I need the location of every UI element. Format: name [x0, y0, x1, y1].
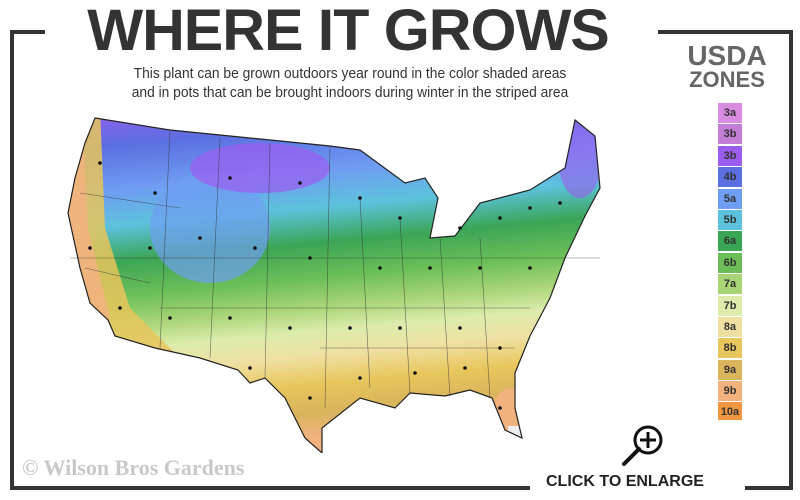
city-dot	[153, 191, 157, 195]
city-dot	[168, 316, 172, 320]
legend-title-line: ZONES	[689, 67, 765, 92]
city-dot	[98, 161, 102, 165]
city-dot	[148, 246, 152, 250]
copyright-watermark: © Wilson Bros Gardens	[22, 455, 245, 480]
city-dot	[198, 236, 202, 240]
legend-zone-8b: 8b	[718, 338, 742, 359]
city-dot	[378, 266, 382, 270]
florida-zone	[492, 388, 528, 448]
legend-zone-7a: 7a	[718, 274, 742, 295]
city-dot	[478, 266, 482, 270]
city-dot	[253, 246, 257, 250]
city-dot	[413, 371, 417, 375]
page-title: WHERE IT GROWS	[87, 0, 609, 63]
legend-zone-6b: 6b	[718, 252, 742, 273]
legend-zone-6a: 6a	[718, 231, 742, 252]
city-dot	[118, 306, 122, 310]
city-dot	[358, 376, 362, 380]
legend-zone-9b: 9b	[718, 381, 742, 402]
legend-zone-9a: 9a	[718, 359, 742, 380]
legend-zone-8a: 8a	[718, 316, 742, 337]
city-dots	[88, 161, 562, 410]
frame-line	[10, 486, 793, 490]
city-dot	[398, 216, 402, 220]
city-dot	[308, 396, 312, 400]
frame-line	[10, 30, 14, 490]
legend-zone-5a: 5a	[718, 188, 742, 209]
city-dot	[228, 316, 232, 320]
city-dot	[528, 206, 532, 210]
subtitle-line: This plant can be grown outdoors year ro…	[133, 65, 567, 82]
legend-title: USDA ZONES	[672, 40, 782, 92]
legend-zone-3b: 3b	[718, 124, 742, 145]
frame-line	[789, 30, 793, 490]
zone-shading	[68, 118, 600, 453]
city-dot	[88, 246, 92, 250]
legend-zone-10a: 10a	[718, 402, 742, 423]
city-dot	[308, 256, 312, 260]
frame-line	[10, 30, 45, 34]
city-dot	[458, 326, 462, 330]
city-dot	[228, 176, 232, 180]
magnifier-plus-icon	[622, 425, 663, 466]
city-dot	[528, 266, 532, 270]
city-dot	[458, 226, 462, 230]
city-dot	[288, 326, 292, 330]
frame-line	[658, 30, 793, 34]
city-dot	[248, 366, 252, 370]
subtitle: This plant can be grown outdoors year ro…	[65, 64, 635, 102]
state-borders	[70, 129, 600, 409]
legend-zone-7b: 7b	[718, 295, 742, 316]
city-dot	[428, 266, 432, 270]
maine-zone	[558, 118, 600, 198]
city-dot	[463, 366, 467, 370]
usda-zone-map[interactable]	[60, 108, 620, 453]
legend-zone-4b: 4b	[718, 167, 742, 188]
city-dot	[358, 196, 362, 200]
legend-zone-3b: 3b	[718, 145, 742, 166]
mountain-zone	[150, 173, 270, 283]
city-dot	[348, 326, 352, 330]
click-to-enlarge-button[interactable]: CLICK TO ENLARGE	[530, 420, 745, 500]
city-dot	[398, 326, 402, 330]
northern-zone	[190, 143, 330, 193]
enlarge-label: CLICK TO ENLARGE	[546, 473, 704, 490]
subtitle-line: and in pots that can be brought indoors …	[131, 84, 569, 101]
us-outline	[67, 117, 601, 453]
city-dot	[498, 406, 502, 410]
city-dot	[558, 201, 562, 205]
city-dot	[298, 181, 302, 185]
legend-zone-3a: 3a	[718, 103, 742, 123]
city-dot	[498, 216, 502, 220]
city-dot	[498, 346, 502, 350]
zone-legend: 3a3b3b4b5a5b6a6b7a7b8a8b9a9b10a10b	[718, 103, 742, 445]
legend-title-line: USDA	[687, 40, 767, 71]
legend-zone-5b: 5b	[718, 209, 742, 230]
